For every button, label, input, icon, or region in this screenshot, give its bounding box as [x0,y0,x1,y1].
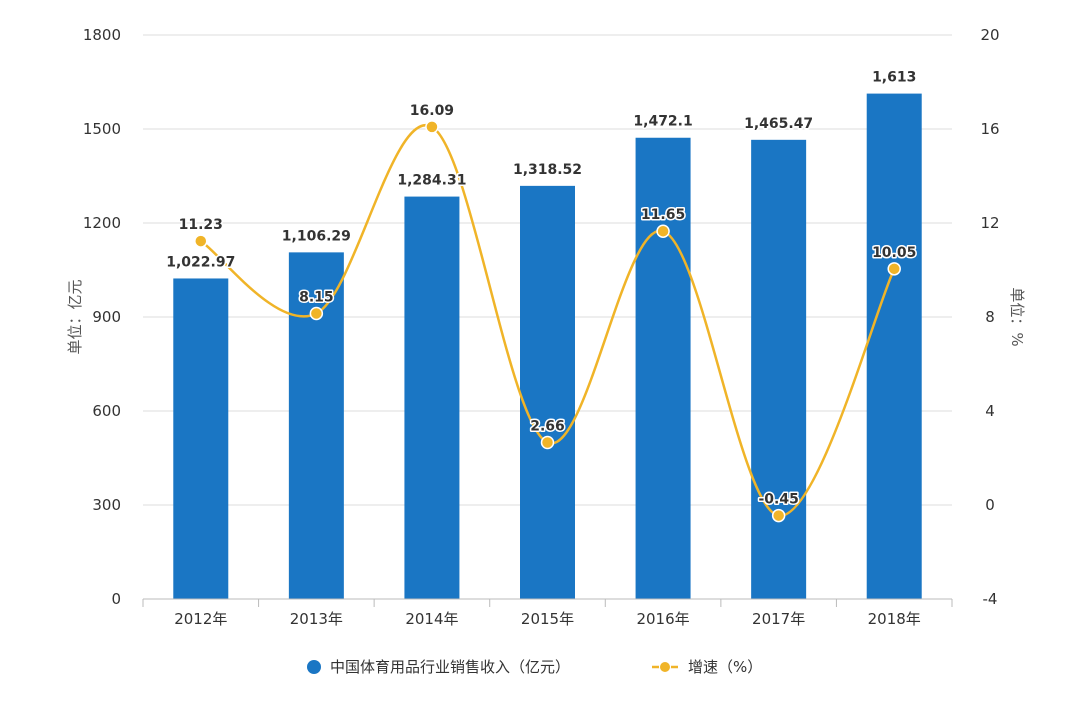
bar [635,137,691,599]
bar-value-label: 1,284.31 [397,173,466,189]
axes: 0 300 600 900 1200 1500 1800 -4 0 4 8 12 16 20 2012年 20… [66,26,1026,628]
x-axis-tick-label: 2016年 [636,610,689,628]
left-axis-tick-label: 900 [92,308,121,326]
right-axis-tick-label: -4 [983,590,998,608]
x-axis-tick-label: 2015年 [521,610,574,628]
growth-value-label: 10.05 [872,245,916,261]
x-axis-tick-label: 2017年 [752,610,805,628]
legend-line-label: 增速（%） [688,658,762,676]
growth-point [194,234,208,248]
left-axis-tick-label: 1500 [83,120,121,138]
legend-bar-marker [307,660,321,674]
x-axis-tick-label: 2013年 [290,610,343,628]
growth-value-label: 2.66 [530,418,565,434]
left-axis-tick-label: 0 [111,590,121,608]
growth-point [656,224,670,238]
right-axis-tick-label: 4 [985,402,995,420]
bar-value-label: 1,318.52 [513,162,582,178]
right-axis-tick-label: 0 [985,496,995,514]
legend: 中国体育用品行业销售收入（亿元） 增速（%） [307,658,762,676]
left-axis-tick-label: 1800 [83,26,121,44]
growth-value-label: 16.09 [410,103,454,119]
bar [751,139,807,599]
left-axis-tick-label: 300 [92,496,121,514]
bar [173,278,229,599]
growth-value-label: 11.23 [179,217,223,233]
growth-point [540,435,555,450]
growth-point [887,262,901,276]
left-axis-title: 单位：亿元 [66,279,84,354]
growth-value-label: -0.45 [758,492,798,508]
x-axis-tick-label: 2012年 [174,610,227,628]
left-axis-tick-label: 600 [92,402,121,420]
growth-value-label: 8.15 [299,289,334,305]
bar-value-label: 1,465.47 [744,116,813,132]
right-axis-title: 单位：% [1008,287,1026,346]
left-axis-tick-label: 1200 [83,214,121,232]
line-series [194,120,901,523]
bar-value-label: 1,106.29 [282,228,351,244]
data-labels: 1,022.97 1,106.29 1,284.31 1,318.52 1,472.1 1… [165,68,918,509]
x-axis-tick-label: 2018年 [868,610,921,628]
bar [866,93,922,600]
bar [404,196,460,599]
legend-line-marker [659,661,671,673]
growth-point [771,508,786,523]
growth-point [425,120,439,134]
right-axis-tick-label: 16 [980,120,999,138]
bar-value-label: 1,022.97 [166,254,235,270]
legend-bar-label: 中国体育用品行业销售收入（亿元） [330,658,570,676]
growth-point [309,306,324,321]
right-axis-tick-label: 8 [985,308,995,326]
growth-value-label: 11.65 [641,207,685,223]
bar-value-label: 1,613 [872,70,916,86]
right-axis-tick-label: 20 [980,26,999,44]
x-axis-tick-label: 2014年 [405,610,458,628]
right-axis-tick-label: 12 [980,214,999,232]
bar [520,185,575,599]
bar-value-label: 1,472.1 [633,114,692,130]
